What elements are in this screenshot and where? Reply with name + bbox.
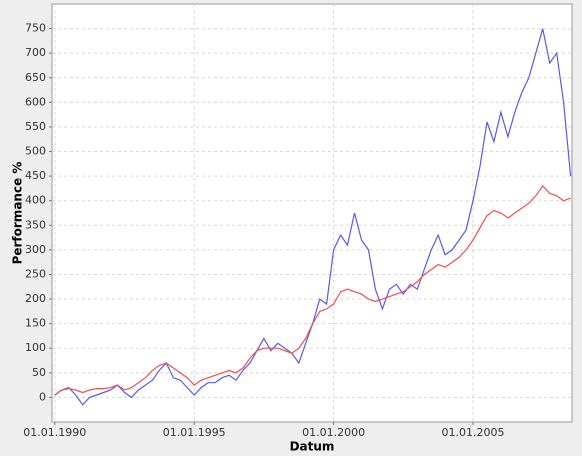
y-tick-label: 450 [25, 169, 46, 182]
y-tick-label: 0 [39, 390, 46, 403]
y-axis-title: Performance % [11, 162, 25, 265]
y-tick-label: 100 [25, 341, 46, 354]
y-tick-label: 650 [25, 71, 46, 84]
line-series [54, 185, 571, 396]
x-tick-label: 01.01.2000 [302, 426, 365, 439]
y-tick-label: 500 [25, 145, 46, 158]
x-tick-label: 01.01.2005 [442, 426, 505, 439]
y-tick-label: 250 [25, 267, 46, 280]
y-tick-label: 750 [25, 22, 46, 35]
x-tick-label: 01.01.1990 [23, 426, 86, 439]
y-tick-label: 550 [25, 120, 46, 133]
plot-area [51, 3, 573, 423]
y-tick-label: 150 [25, 317, 46, 330]
y-tick-label: 400 [25, 194, 46, 207]
y-tick-label: 200 [25, 292, 46, 305]
y-tick-label: 700 [25, 46, 46, 59]
x-tick-label: 01.01.1995 [163, 426, 226, 439]
x-axis-title: Datum [290, 440, 335, 454]
y-tick-label: 600 [25, 95, 46, 108]
y-tick-label: 50 [32, 366, 46, 379]
y-tick-label: 350 [25, 218, 46, 231]
y-tick-label: 300 [25, 243, 46, 256]
